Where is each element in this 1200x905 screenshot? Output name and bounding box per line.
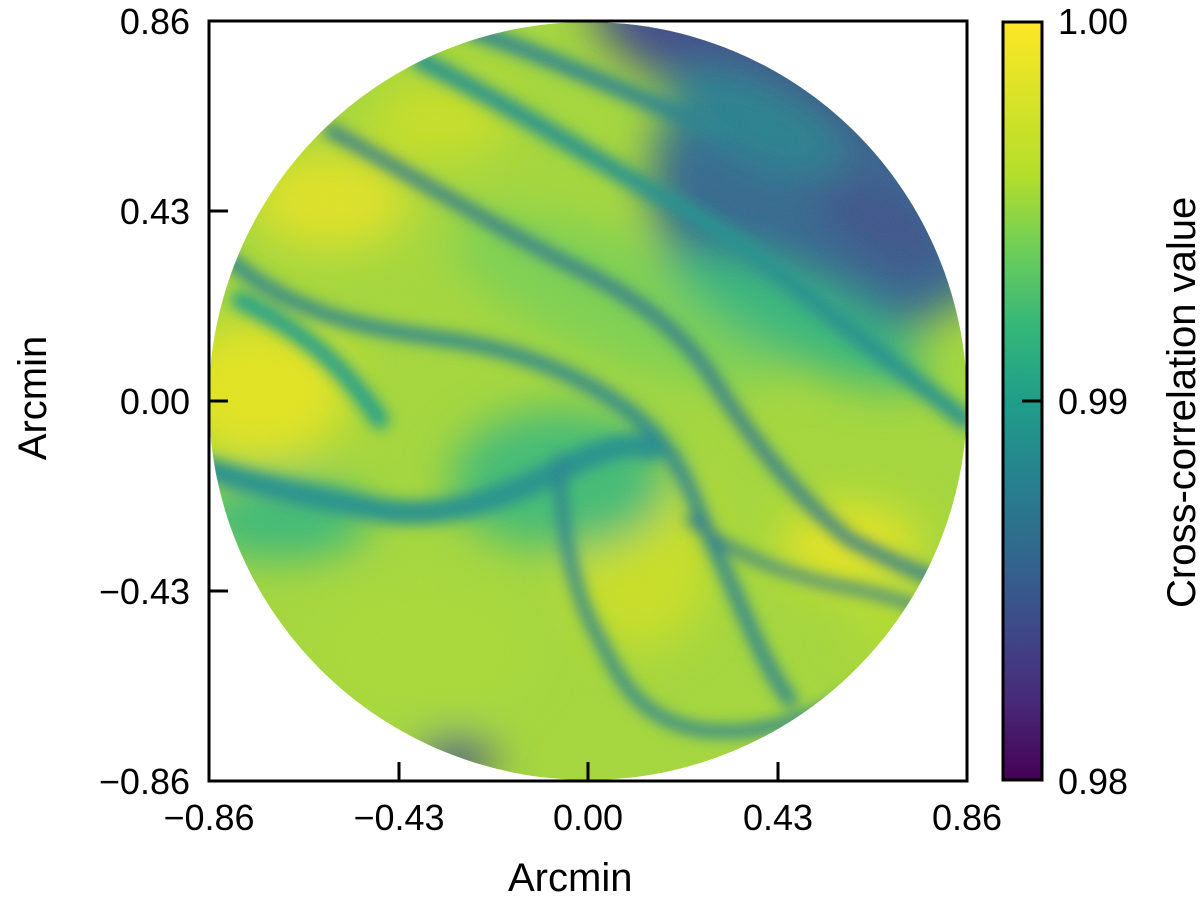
colorbar-tick-label: 0.98	[1058, 761, 1129, 802]
y-tick-label: 0.00	[119, 381, 190, 422]
y-tick-label: 0.86	[119, 1, 190, 42]
y-tick-label: 0.43	[119, 191, 190, 232]
correlation-map	[209, 22, 967, 780]
colorbar-tick-label: 1.00	[1058, 1, 1129, 42]
x-tick-label: 0.43	[742, 797, 814, 838]
colorbar-label: Cross-correlation value	[1160, 196, 1200, 608]
x-tick-label: −0.43	[353, 797, 445, 838]
y-tick-label: −0.43	[98, 571, 190, 612]
x-tick-label: −0.86	[163, 797, 255, 838]
y-tick-label: −0.86	[98, 761, 190, 802]
y-axis-title: Arcmin	[11, 335, 55, 461]
y-axis-ticks	[209, 209, 228, 593]
x-tick-label: 0.86	[931, 797, 1003, 838]
x-axis-ticks	[397, 762, 780, 781]
colorbar-tick-label: 0.99	[1058, 381, 1129, 422]
x-tick-label: 0.00	[552, 797, 624, 838]
x-axis-title: Arcmin	[508, 856, 633, 900]
